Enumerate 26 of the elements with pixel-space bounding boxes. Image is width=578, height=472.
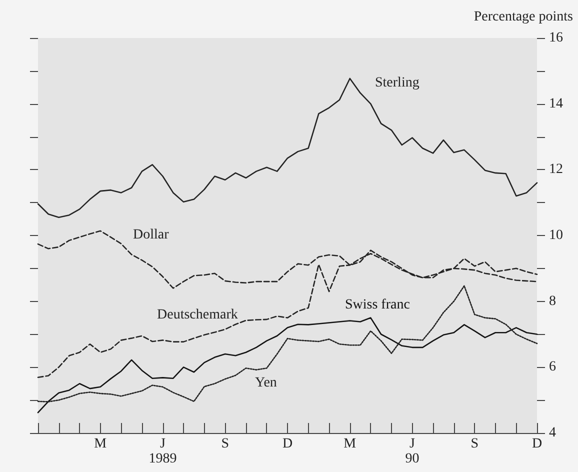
x-tick-label: M [344, 436, 357, 452]
y-tick-label: 14 [549, 96, 563, 112]
text: 90 [405, 452, 420, 466]
line-series [37, 285, 538, 402]
series-label: Dollar [133, 228, 170, 242]
line-series [37, 78, 538, 218]
y-axis-title: Percentage points [474, 10, 573, 24]
x-tick-label: M [94, 436, 108, 452]
text: 1989 [148, 452, 177, 466]
x-tick-label: S [221, 436, 230, 452]
x-tick-label: S [470, 436, 479, 452]
series-label: Sterling [375, 76, 420, 90]
series-label: Yen [255, 376, 277, 390]
y-tick-label: 4 [549, 426, 556, 440]
y-tick-label: 12 [549, 162, 563, 178]
series-label: Deutschemark [157, 308, 238, 322]
line-series [37, 317, 538, 414]
y-tick-label: 6 [549, 360, 556, 375]
y-tick-label: 10 [549, 228, 563, 243]
x-tick-label: D [282, 436, 293, 452]
y-tick-label: 8 [549, 294, 556, 309]
x-tick-label: D [532, 436, 542, 452]
x-tick-label: J [410, 436, 416, 452]
x-tick-label: J [160, 436, 166, 452]
y-tick-label: 16 [549, 30, 563, 46]
series-label: Swiss franc [345, 298, 410, 312]
